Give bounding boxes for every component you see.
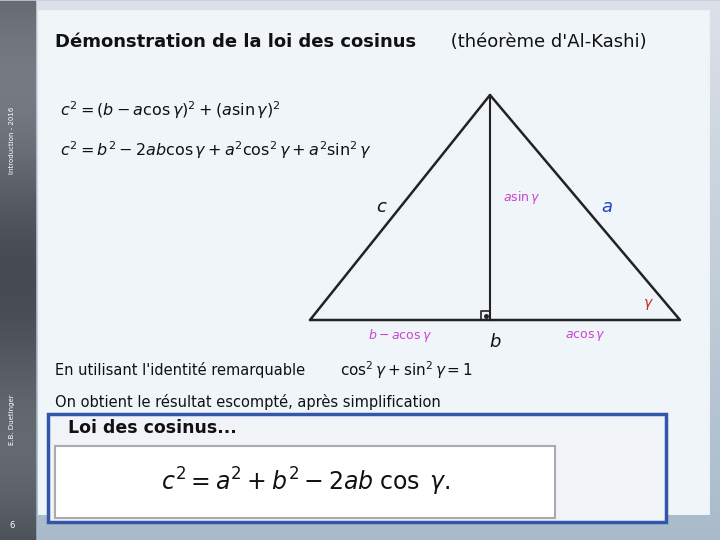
Text: $a$: $a$ (601, 199, 613, 217)
FancyBboxPatch shape (48, 414, 666, 522)
Text: En utilisant l'identité remarquable: En utilisant l'identité remarquable (55, 362, 305, 378)
Text: $c$: $c$ (376, 199, 388, 217)
Text: $\cos^2\gamma + \sin^2\gamma = 1$: $\cos^2\gamma + \sin^2\gamma = 1$ (340, 359, 473, 381)
Text: $c^2 = a^2 + b^2 - 2ab\;\cos\;\gamma.$: $c^2 = a^2 + b^2 - 2ab\;\cos\;\gamma.$ (161, 466, 449, 498)
Text: Démonstration de la loi des cosinus: Démonstration de la loi des cosinus (55, 33, 416, 51)
Text: $\gamma$: $\gamma$ (642, 296, 654, 312)
Text: $c^2 = (b - a\cos\gamma)^2 + (a\sin\gamma)^2$: $c^2 = (b - a\cos\gamma)^2 + (a\sin\gamm… (60, 99, 281, 121)
Text: Introduction - 2016: Introduction - 2016 (9, 106, 15, 174)
Text: On obtient le résultat escompté, après simplification: On obtient le résultat escompté, après s… (55, 394, 441, 410)
Text: (théorème d'Al-Kashi): (théorème d'Al-Kashi) (445, 33, 647, 51)
Text: $b$: $b$ (489, 333, 501, 351)
FancyBboxPatch shape (55, 446, 555, 518)
Text: $c^2 = b^2 - 2ab\cos\gamma + a^2\cos^2\gamma + a^2\sin^2\gamma$: $c^2 = b^2 - 2ab\cos\gamma + a^2\cos^2\g… (60, 139, 372, 161)
Text: 6: 6 (9, 521, 14, 530)
Text: $b - a\cos\gamma$: $b - a\cos\gamma$ (368, 327, 432, 345)
Text: $a\cos\gamma$: $a\cos\gamma$ (564, 329, 606, 343)
Text: E.B. Duetinger: E.B. Duetinger (9, 395, 15, 446)
Text: Loi des cosinus...: Loi des cosinus... (68, 419, 237, 437)
Text: $a\sin\gamma$: $a\sin\gamma$ (503, 189, 541, 206)
